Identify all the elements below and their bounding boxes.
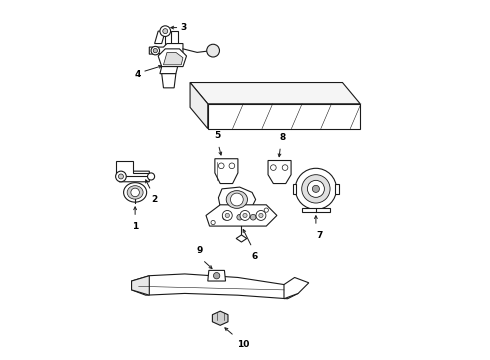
Polygon shape xyxy=(160,67,178,74)
Polygon shape xyxy=(284,278,309,299)
Circle shape xyxy=(240,211,250,220)
Polygon shape xyxy=(206,205,277,226)
Polygon shape xyxy=(219,187,256,212)
Polygon shape xyxy=(302,208,330,212)
Polygon shape xyxy=(190,82,360,104)
Circle shape xyxy=(219,163,224,168)
Text: 3: 3 xyxy=(180,23,187,32)
Ellipse shape xyxy=(127,186,143,199)
Ellipse shape xyxy=(123,183,147,202)
Circle shape xyxy=(250,215,256,220)
Text: 7: 7 xyxy=(316,231,322,240)
Circle shape xyxy=(214,273,220,279)
Circle shape xyxy=(307,180,324,197)
Circle shape xyxy=(153,49,157,53)
Circle shape xyxy=(270,165,276,170)
Circle shape xyxy=(163,29,168,33)
Polygon shape xyxy=(190,82,208,129)
Circle shape xyxy=(229,163,235,168)
Text: 6: 6 xyxy=(252,252,258,261)
Polygon shape xyxy=(208,104,360,129)
Circle shape xyxy=(264,208,269,212)
Circle shape xyxy=(295,168,337,210)
Text: 9: 9 xyxy=(196,247,203,256)
Text: 8: 8 xyxy=(279,133,285,142)
Circle shape xyxy=(230,193,243,206)
Polygon shape xyxy=(335,184,339,194)
Circle shape xyxy=(237,215,243,220)
Circle shape xyxy=(302,175,330,203)
Polygon shape xyxy=(208,270,225,281)
Circle shape xyxy=(256,211,266,220)
Text: 10: 10 xyxy=(237,340,249,349)
Circle shape xyxy=(225,213,229,217)
Polygon shape xyxy=(158,49,187,67)
Text: 1: 1 xyxy=(132,222,138,231)
Polygon shape xyxy=(132,274,298,299)
Circle shape xyxy=(222,215,228,220)
Circle shape xyxy=(207,44,220,57)
Polygon shape xyxy=(119,171,149,182)
Polygon shape xyxy=(268,161,291,184)
Circle shape xyxy=(282,165,288,170)
Polygon shape xyxy=(164,53,183,65)
Circle shape xyxy=(147,173,155,180)
Polygon shape xyxy=(162,74,176,88)
Polygon shape xyxy=(219,207,257,221)
Circle shape xyxy=(131,188,139,197)
Polygon shape xyxy=(116,161,149,176)
Polygon shape xyxy=(171,31,178,44)
Ellipse shape xyxy=(226,191,247,208)
Polygon shape xyxy=(212,311,228,325)
Polygon shape xyxy=(149,44,183,54)
Text: 4: 4 xyxy=(134,70,141,79)
Circle shape xyxy=(119,174,123,179)
Polygon shape xyxy=(293,184,296,194)
Circle shape xyxy=(222,211,232,220)
Circle shape xyxy=(160,26,171,36)
Polygon shape xyxy=(132,276,149,295)
Polygon shape xyxy=(155,31,165,44)
Circle shape xyxy=(151,46,160,55)
Polygon shape xyxy=(236,235,247,242)
Text: 5: 5 xyxy=(214,131,220,140)
Circle shape xyxy=(116,171,126,182)
Circle shape xyxy=(243,213,247,217)
Circle shape xyxy=(211,220,215,225)
Circle shape xyxy=(259,213,263,217)
Text: 2: 2 xyxy=(151,195,157,204)
Circle shape xyxy=(312,185,319,192)
Polygon shape xyxy=(215,159,238,184)
